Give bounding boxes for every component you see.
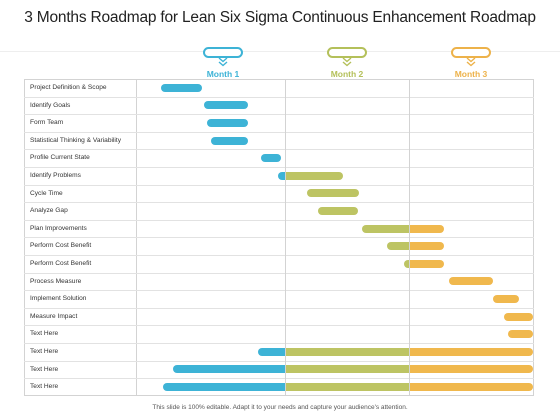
timeline-bar-green xyxy=(386,242,409,251)
row-divider xyxy=(24,114,534,116)
month-label: Month 3 xyxy=(454,69,488,79)
timeline-bar-blue xyxy=(161,83,202,92)
task-label: Identify Goals xyxy=(30,101,71,109)
row-divider xyxy=(24,149,534,151)
month-pill-icon xyxy=(451,47,491,58)
timeline-bar-orange xyxy=(409,242,444,251)
timeline-bar-orange xyxy=(409,365,533,374)
timeline-bar-green xyxy=(361,224,409,233)
timeline-bar-orange xyxy=(409,383,533,391)
timeline-bar-orange xyxy=(504,312,533,321)
task-label: Implement Solution xyxy=(30,295,87,303)
row-divider xyxy=(24,290,534,292)
task-label: Text Here xyxy=(30,330,59,338)
row-divider xyxy=(24,131,534,133)
timeline-bar-blue xyxy=(210,136,248,145)
task-label: Measure Impact xyxy=(30,312,78,320)
task-label: Text Here xyxy=(30,383,59,391)
page-title: 3 Months Roadmap for Lean Six Sigma Cont… xyxy=(24,9,536,26)
task-label: Statistical Thinking & Variability xyxy=(30,136,122,144)
timeline-bar-green xyxy=(285,365,409,374)
title-divider xyxy=(0,51,560,52)
timeline-bar-green xyxy=(307,189,360,198)
row-divider xyxy=(24,325,534,327)
month-pill-icon xyxy=(203,47,243,58)
row-divider xyxy=(24,272,534,274)
timeline-bar-orange xyxy=(493,295,520,303)
month-label: Month 1 xyxy=(206,69,240,79)
timeline-bar-blue xyxy=(163,383,285,391)
task-label: Process Measure xyxy=(30,277,82,285)
task-label: Text Here xyxy=(30,348,59,355)
timeline-bar-blue xyxy=(277,171,285,180)
double-chevron-down-icon xyxy=(342,57,352,67)
timeline-bar-orange xyxy=(409,259,444,268)
task-label: Analyze Gap xyxy=(30,207,68,215)
row-divider xyxy=(24,343,534,344)
timeline-bar-orange xyxy=(409,347,533,356)
timeline-bar-orange xyxy=(409,224,444,233)
double-chevron-down-icon xyxy=(466,57,476,67)
timeline-bar-blue xyxy=(204,101,248,110)
timeline-bar-green xyxy=(285,383,409,391)
task-label: Identify Problems xyxy=(30,172,81,179)
row-divider xyxy=(24,360,534,362)
timeline-bar-green xyxy=(285,171,344,180)
month-label: Month 2 xyxy=(330,69,364,79)
timeline-bar-blue xyxy=(261,154,282,163)
timeline-bar-orange xyxy=(448,277,494,286)
task-label: Cycle Time xyxy=(30,189,63,197)
task-label: Form Team xyxy=(30,119,64,127)
month-header-3: Month 3 xyxy=(409,47,533,79)
month-header-2: Month 2 xyxy=(285,47,409,79)
row-divider xyxy=(24,184,534,186)
month-header-1: Month 1 xyxy=(161,47,285,79)
task-label: Project Definition & Scope xyxy=(30,84,107,91)
timeline-bar-blue xyxy=(206,119,248,127)
timeline-bar-green xyxy=(285,347,409,356)
row-divider xyxy=(24,96,534,98)
timeline-bar-green xyxy=(318,207,359,215)
timeline-bar-orange xyxy=(508,330,533,339)
footer-note: This slide is 100% editable. Adapt it to… xyxy=(152,404,408,411)
row-divider xyxy=(24,307,534,309)
timeline-bar-blue xyxy=(173,365,285,374)
task-label: Profile Current State xyxy=(30,154,90,162)
month-divider xyxy=(285,79,286,396)
double-chevron-down-icon xyxy=(218,57,228,67)
row-divider xyxy=(24,167,534,168)
month-divider xyxy=(409,79,410,396)
timeline-bar-blue xyxy=(257,347,285,356)
row-divider xyxy=(24,255,534,256)
row-divider xyxy=(24,378,534,380)
row-divider xyxy=(24,219,534,221)
month-pill-icon xyxy=(327,47,367,58)
task-label: Text Here xyxy=(30,365,59,373)
timeline-bar-green xyxy=(404,259,409,268)
row-divider xyxy=(24,202,534,204)
task-label: Perform Cost Benefit xyxy=(30,242,92,250)
task-label: Perform Cost Benefit xyxy=(30,260,92,267)
row-divider xyxy=(24,237,534,239)
task-label: Plan Improvements xyxy=(30,224,87,232)
